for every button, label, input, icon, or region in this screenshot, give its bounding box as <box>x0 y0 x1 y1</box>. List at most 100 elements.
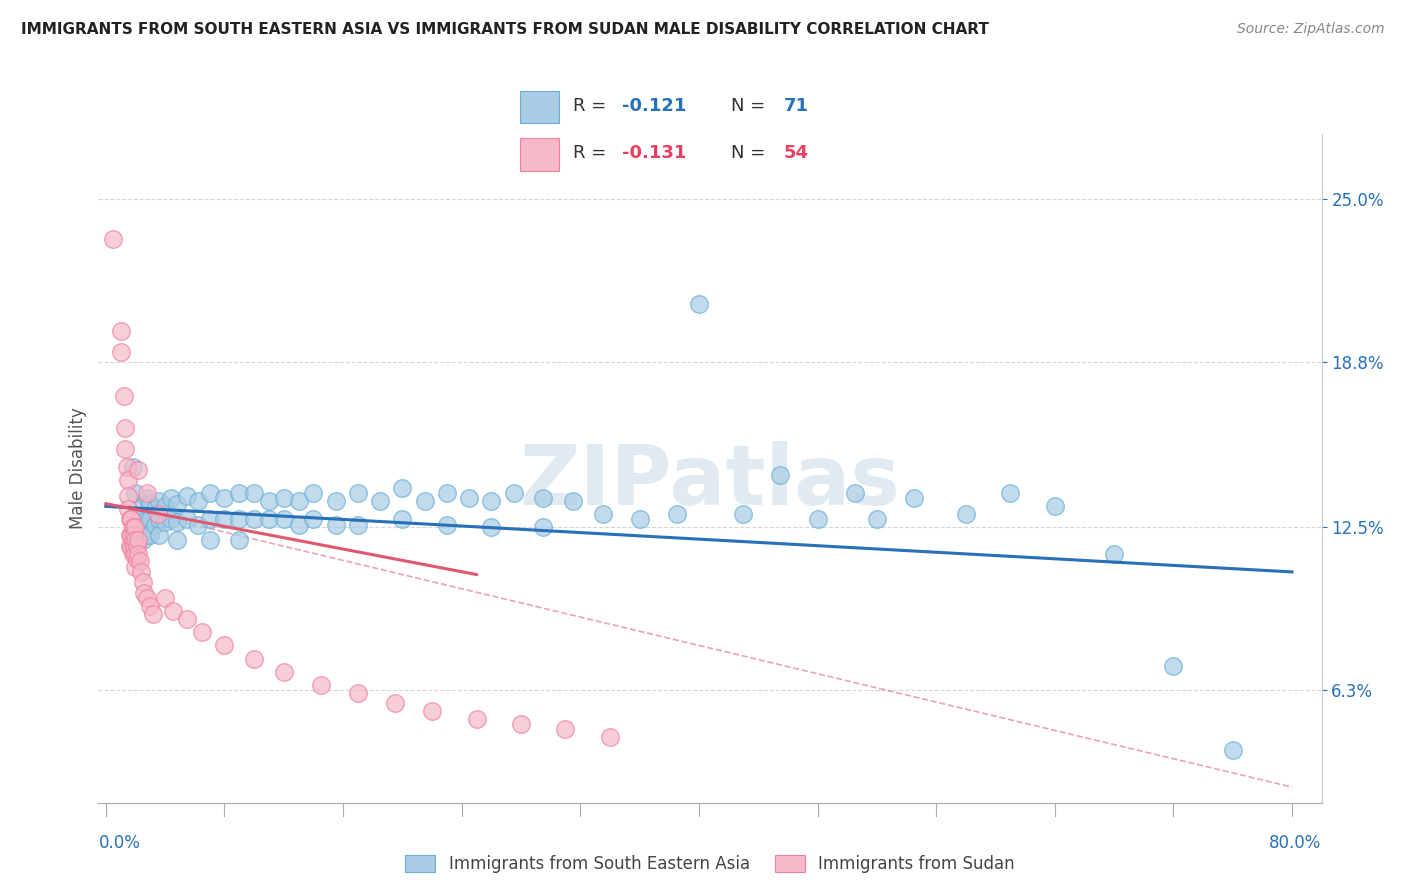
Text: N =: N = <box>731 144 770 161</box>
Point <box>132 575 155 590</box>
Point <box>257 512 280 526</box>
Point <box>176 489 198 503</box>
Point <box>769 467 792 482</box>
Point <box>273 491 295 506</box>
Point <box>134 586 156 600</box>
Text: N =: N = <box>731 97 770 115</box>
Point <box>368 494 391 508</box>
Point <box>531 491 554 506</box>
Point <box>347 685 370 699</box>
Point <box>146 507 169 521</box>
Point <box>214 491 236 506</box>
Point <box>122 528 145 542</box>
Point <box>309 678 332 692</box>
Point <box>302 486 325 500</box>
Point <box>176 512 198 526</box>
Point <box>347 517 370 532</box>
Point <box>122 539 145 553</box>
Point <box>124 486 146 500</box>
Text: Source: ZipAtlas.com: Source: ZipAtlas.com <box>1237 22 1385 37</box>
Point <box>325 494 347 508</box>
Point <box>124 559 146 574</box>
Point <box>139 599 162 613</box>
Point <box>599 730 621 744</box>
Point <box>955 507 977 521</box>
Point <box>191 625 214 640</box>
Point <box>117 489 139 503</box>
Text: R =: R = <box>574 144 612 161</box>
Point <box>160 491 183 506</box>
Point <box>903 491 925 506</box>
Point <box>628 512 651 526</box>
Point <box>127 512 149 526</box>
Point <box>733 507 755 521</box>
Point <box>166 497 188 511</box>
Point <box>121 547 143 561</box>
Point <box>125 539 148 553</box>
Point <box>465 712 488 726</box>
Point <box>115 460 138 475</box>
Point <box>1000 486 1022 500</box>
Point <box>413 494 436 508</box>
Point <box>166 515 188 529</box>
Point <box>136 528 159 542</box>
Bar <box>520 91 558 123</box>
Point <box>121 533 143 548</box>
Point <box>187 517 209 532</box>
Point <box>228 533 250 548</box>
Point <box>139 528 162 542</box>
Point <box>124 547 146 561</box>
Point <box>120 512 142 526</box>
Point <box>436 517 458 532</box>
Point <box>384 696 406 710</box>
Point <box>114 442 136 456</box>
Point <box>136 512 159 526</box>
Point <box>148 512 170 526</box>
Text: -0.121: -0.121 <box>621 97 686 115</box>
Point <box>420 704 443 718</box>
Point <box>287 517 309 532</box>
Point <box>118 539 141 553</box>
Point <box>114 420 136 434</box>
Point <box>479 494 502 508</box>
Point <box>228 512 250 526</box>
Point <box>127 462 149 476</box>
Point <box>592 507 614 521</box>
Point <box>806 512 828 526</box>
Point <box>436 486 458 500</box>
Point <box>176 612 198 626</box>
Point <box>148 528 170 542</box>
Point <box>120 541 142 556</box>
Point <box>153 591 176 606</box>
Point <box>665 507 688 521</box>
Point <box>688 297 710 311</box>
Point <box>510 717 533 731</box>
Point <box>160 512 183 526</box>
Point <box>117 502 139 516</box>
Point <box>136 491 159 506</box>
Point <box>124 533 146 548</box>
Text: R =: R = <box>574 97 612 115</box>
Point <box>187 494 209 508</box>
Point <box>273 512 295 526</box>
Point <box>127 547 149 561</box>
Point <box>120 528 142 542</box>
Point <box>531 520 554 534</box>
Point <box>166 533 188 548</box>
Point <box>458 491 481 506</box>
Text: ZIPatlas: ZIPatlas <box>520 442 900 522</box>
Point <box>127 533 149 548</box>
Point <box>132 533 155 548</box>
Point <box>153 515 176 529</box>
Point <box>1163 659 1185 673</box>
Bar <box>520 137 558 170</box>
Text: -0.131: -0.131 <box>621 144 686 161</box>
Point <box>502 486 524 500</box>
Point <box>110 324 132 338</box>
Point <box>561 494 583 508</box>
Point <box>554 723 576 737</box>
Point <box>198 533 221 548</box>
Point <box>121 520 143 534</box>
Point <box>117 473 139 487</box>
Point <box>198 512 221 526</box>
